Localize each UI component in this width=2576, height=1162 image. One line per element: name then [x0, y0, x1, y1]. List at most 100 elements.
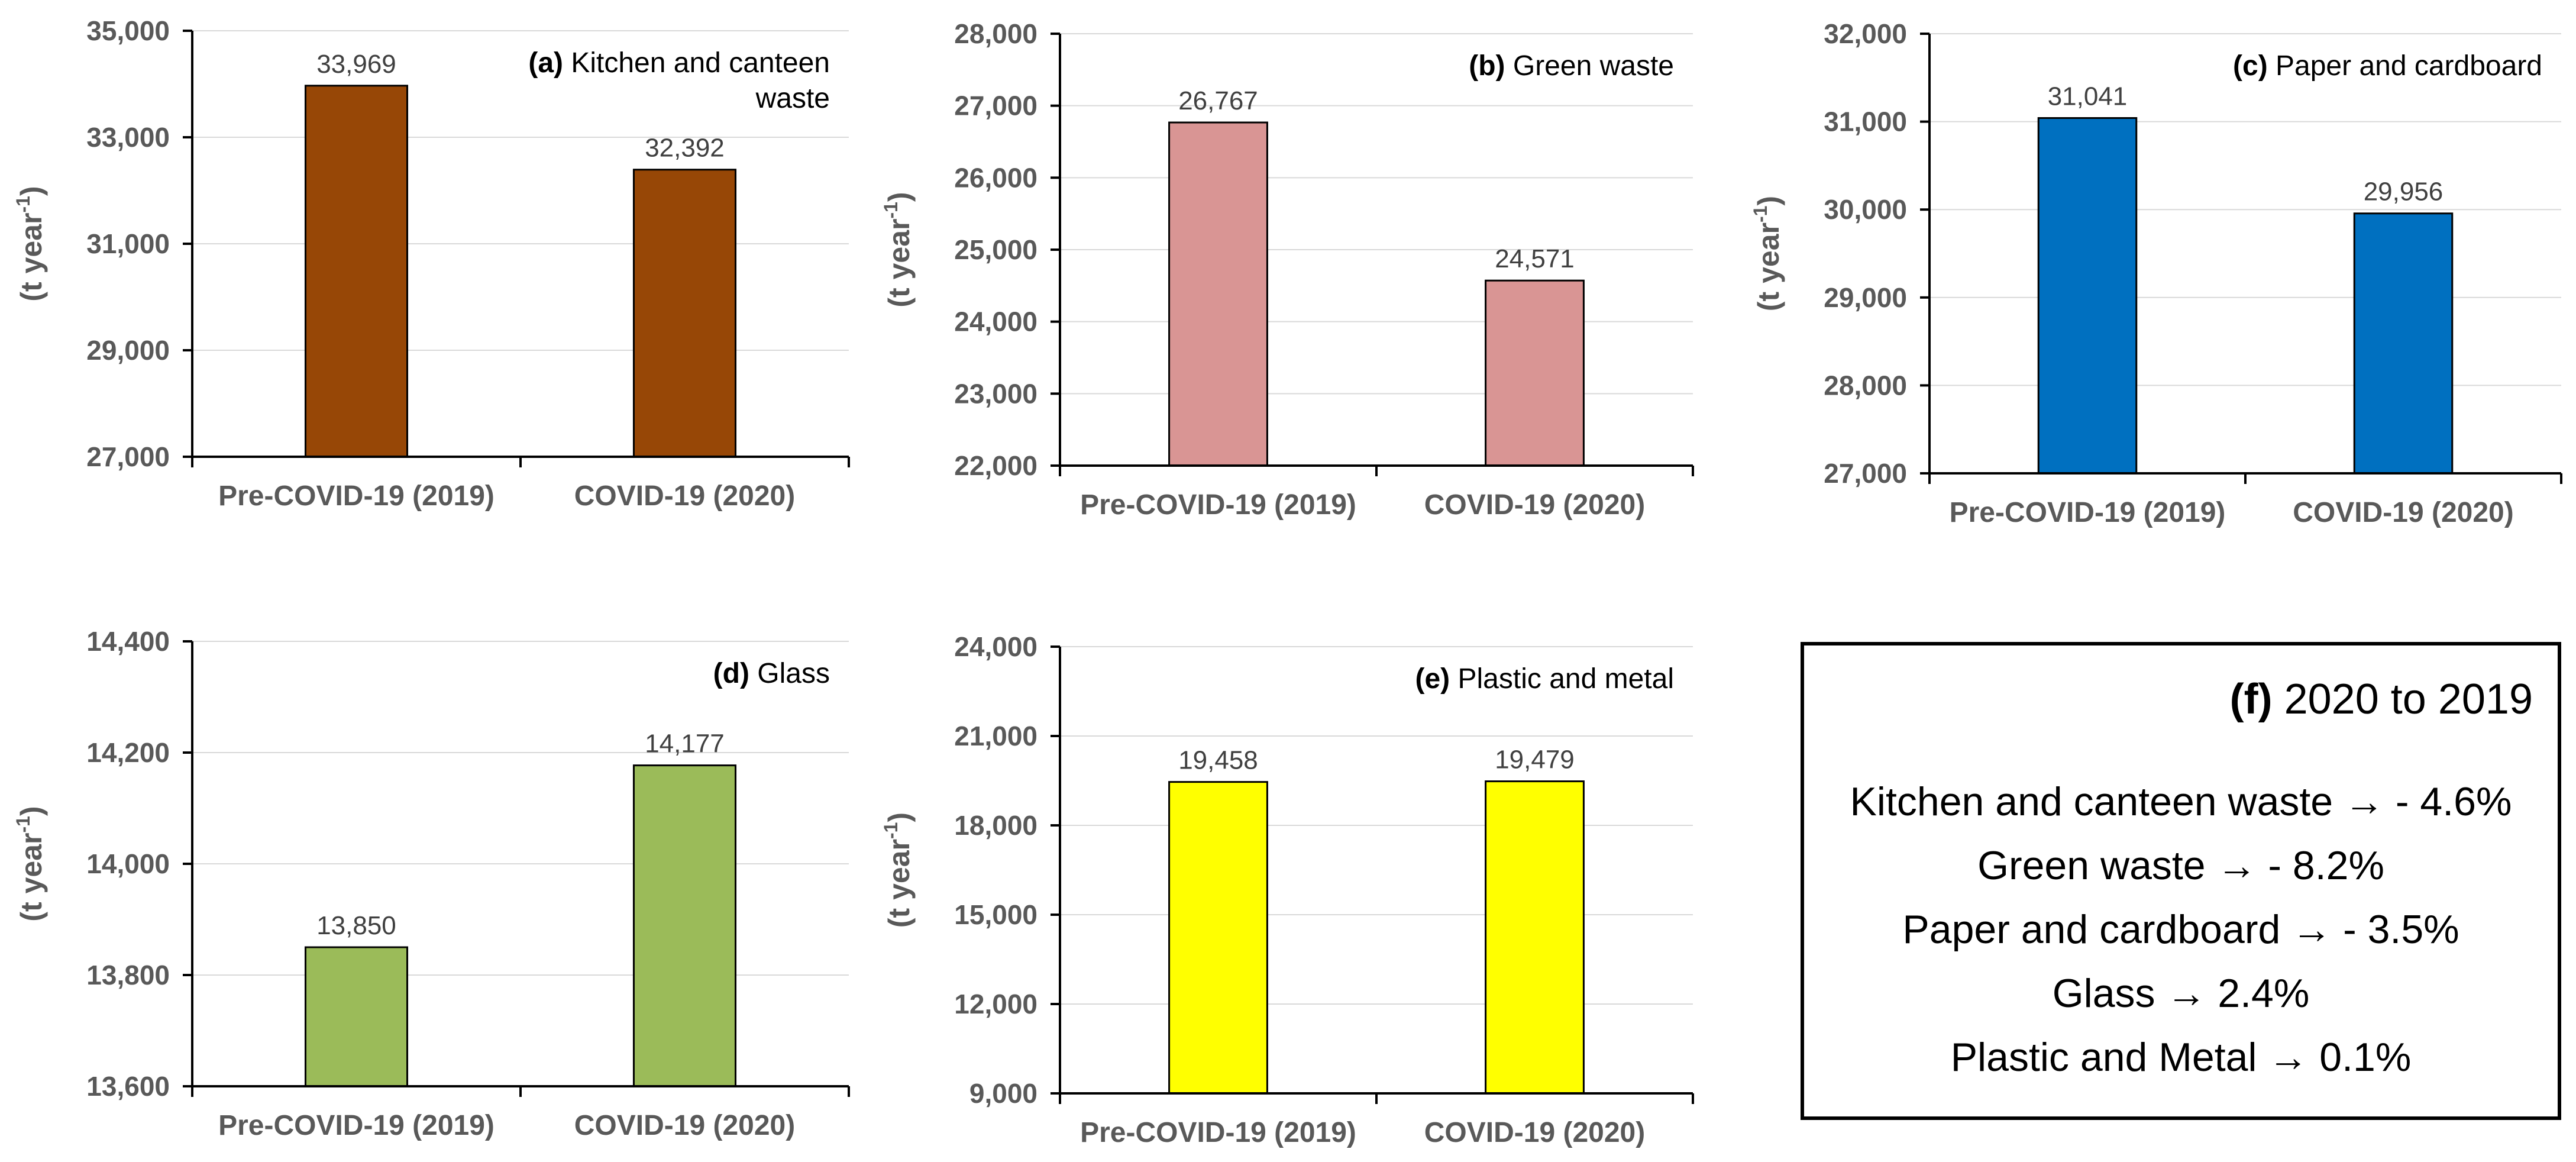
y-axis-label: (t year-1) [880, 192, 916, 307]
summary-line: Kitchen and canteen waste → - 4.6% [1850, 779, 2512, 824]
summary-line: Green waste → - 8.2% [1977, 843, 2384, 888]
chart-panel-e: 9,000 12,000 15,000 18,000 21,000 24,000 19,45… [880, 631, 1694, 1148]
summary-title-text: 2020 to 2019 [2284, 676, 2533, 723]
panel-label: (b) [1469, 50, 1513, 82]
y-tick-label: 35,000 [86, 15, 170, 46]
panel-label: (e) [1415, 663, 1457, 695]
summary-line: Glass → 2.4% [2052, 971, 2310, 1016]
y-tick-label: 18,000 [954, 810, 1037, 841]
y-tick-label: 15,000 [954, 899, 1037, 930]
y-tick-label: 27,000 [86, 441, 170, 472]
y-tick-label: 13,600 [86, 1071, 170, 1102]
x-tick-label: COVID-19 (2020) [1424, 1117, 1645, 1148]
data-label: 19,458 [1178, 746, 1258, 775]
panel-title: (d) Glass [713, 658, 830, 689]
y-tick-label: 27,000 [954, 91, 1037, 121]
y-axis-label: (t year-1) [880, 812, 916, 928]
data-label: 13,850 [316, 911, 396, 940]
chart-panel-b: 22,000 23,000 24,000 25,000 26,000 27,000 28,0… [880, 18, 1694, 521]
panel-label: (a) [528, 47, 571, 79]
x-tick-label: Pre-COVID-19 (2019) [1080, 1117, 1356, 1148]
summary-title: (f) 2020 to 2019 [2230, 675, 2533, 724]
summary-line: Paper and cardboard → - 3.5% [1902, 907, 2459, 952]
panel-title-text: Glass [757, 658, 830, 689]
summary-label: (f) [2229, 676, 2273, 723]
panel-label: (d) [713, 658, 758, 689]
panel-label: (c) [2233, 50, 2276, 82]
y-tick-label: 14,200 [86, 737, 170, 768]
panel-title: (a) Kitchen and canteen [528, 47, 830, 79]
panel-title-text: Kitchen and canteen [571, 47, 830, 79]
y-tick-label: 14,400 [86, 626, 170, 657]
x-tick-label: COVID-19 (2020) [1424, 489, 1645, 521]
y-tick-label: 29,000 [86, 335, 170, 366]
y-tick-label: 22,000 [954, 450, 1037, 481]
x-tick-label: Pre-COVID-19 (2019) [1950, 497, 2226, 528]
y-axis-label-part: (t year [883, 219, 916, 308]
bar [632, 764, 737, 1087]
y-tick-label: 31,000 [1824, 106, 1907, 137]
panel-title: (e) Plastic and metal [1415, 663, 1674, 695]
y-axis-label-part: ) [883, 192, 916, 202]
y-axis-label-part: ) [883, 812, 916, 822]
summary-line: Plastic and Metal → 0.1% [1950, 1035, 2412, 1080]
y-axis-label-part: ) [1752, 196, 1785, 206]
y-tick-label: 28,000 [1824, 370, 1907, 401]
y-tick-label: 25,000 [954, 234, 1037, 265]
bar [1168, 781, 1268, 1095]
chart-panel-d: 13,600 13,800 14,000 14,200 14,400 13,850 Pre-… [12, 626, 850, 1141]
x-tick-label: Pre-COVID-19 (2019) [218, 480, 494, 512]
y-tick-label: 12,000 [954, 989, 1037, 1019]
x-tick-label: COVID-19 (2020) [574, 480, 795, 512]
summary-box: (f) 2020 to 2019 Kitchen and canteen was… [1801, 642, 2561, 1120]
x-tick-label: COVID-19 (2020) [2293, 497, 2513, 528]
bar [632, 169, 737, 458]
panel-title-line2: waste [755, 83, 830, 114]
data-label: 31,041 [2048, 82, 2128, 111]
y-axis-label-part: -1 [12, 196, 34, 212]
chart-panel-c: 27,000 28,000 29,000 30,000 31,000 32,000 31,0… [1750, 18, 2562, 528]
bar [304, 946, 409, 1087]
y-tick-label: 13,800 [86, 960, 170, 990]
y-axis-label-part: (t year [15, 833, 48, 922]
y-tick-label: 23,000 [954, 378, 1037, 409]
y-axis-label-part: (t year [883, 839, 916, 928]
y-axis-label-part: ) [15, 806, 48, 816]
y-axis-label-part: -1 [880, 822, 901, 839]
y-tick-label: 32,000 [1824, 18, 1907, 49]
summary-lines: Kitchen and canteen waste → - 4.6% Green… [1804, 770, 2558, 1089]
panel-title-text: Paper and cardboard [2276, 50, 2542, 82]
bar [2353, 212, 2454, 475]
bar [2037, 117, 2138, 475]
y-axis-label-part: -1 [1750, 206, 1771, 222]
y-tick-label: 21,000 [954, 721, 1037, 751]
chart-panel-a: 27,000 29,000 31,000 33,000 35,000 33,969 Pre-… [12, 15, 850, 512]
y-tick-label: 9,000 [969, 1078, 1037, 1109]
y-tick-label: 24,000 [954, 631, 1037, 662]
y-axis-label-part: -1 [880, 202, 901, 218]
y-axis-label-part: (t year [15, 213, 48, 302]
y-axis-label-part: ) [15, 186, 48, 196]
y-axis-label: (t year-1) [1750, 196, 1785, 311]
panel-title-text: Green waste [1513, 50, 1674, 82]
x-tick-label: COVID-19 (2020) [574, 1110, 795, 1141]
panel-title-text: Plastic and metal [1457, 663, 1674, 695]
y-axis-label-part: (t year [1752, 222, 1785, 311]
y-tick-label: 28,000 [954, 18, 1037, 49]
bar [1485, 279, 1585, 467]
data-label: 33,969 [316, 50, 396, 79]
y-axis-label: (t year-1) [12, 806, 48, 921]
y-tick-label: 31,000 [86, 228, 170, 259]
x-tick-label: Pre-COVID-19 (2019) [1080, 489, 1356, 521]
y-tick-label: 29,000 [1824, 282, 1907, 313]
y-tick-label: 14,000 [86, 848, 170, 879]
y-tick-label: 30,000 [1824, 194, 1907, 225]
y-tick-label: 27,000 [1824, 458, 1907, 489]
bar [1168, 121, 1268, 467]
panel-title: (b) Green waste [1469, 50, 1674, 82]
y-tick-label: 33,000 [86, 122, 170, 153]
data-label: 19,479 [1495, 745, 1575, 774]
data-label: 26,767 [1178, 86, 1258, 115]
y-tick-label: 26,000 [954, 162, 1037, 193]
